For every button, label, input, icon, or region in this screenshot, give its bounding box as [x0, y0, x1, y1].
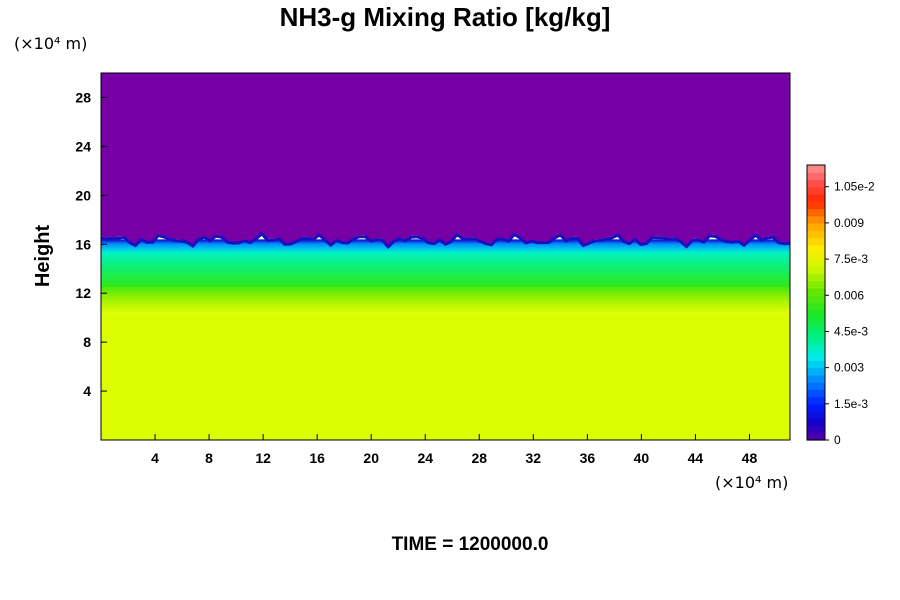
colorbar-band: [807, 367, 825, 376]
x-tick-label: 24: [417, 450, 433, 466]
x-tick-label: 40: [634, 450, 650, 466]
colorbar-band: [807, 186, 825, 195]
colorbar-tick-label: 0.003: [834, 361, 864, 375]
colorbar-band: [807, 266, 825, 275]
y-tick-label: 20: [75, 187, 91, 203]
colorbar-tick-label: 4.5e-3: [834, 324, 868, 338]
x-unit-label: (×10⁴ m): [715, 473, 788, 492]
x-tick-label: 16: [309, 450, 325, 466]
chart-title: NH3-g Mixing Ratio [kg/kg]: [280, 2, 611, 32]
colorbar-band: [807, 215, 825, 224]
colorbar-band: [807, 411, 825, 419]
colorbar-band: [807, 244, 825, 253]
colorbar-band: [807, 403, 825, 412]
colorbar-band: [807, 201, 825, 210]
x-tick-label: 44: [688, 450, 704, 466]
colorbar-frame: [806, 164, 826, 441]
colorbar-band: [807, 288, 825, 296]
colorbar-band: [807, 418, 825, 427]
y-tick-label: 24: [75, 138, 91, 154]
colorbar-band: [807, 230, 825, 238]
colorbar-band: [807, 295, 825, 304]
colorbar-band: [807, 309, 825, 318]
colorbar-band: [807, 353, 825, 361]
colorbar-band: [807, 280, 825, 289]
x-tick-label: 48: [742, 450, 758, 466]
x-tick-label: 32: [526, 450, 542, 466]
colorbar-band: [807, 273, 825, 282]
colorbar-ticks: 0 1.5e-3 0.003 4.5e-3 0.006 7.5e-3 0.009 1.05e-…: [825, 180, 875, 447]
plot-frame: [100, 72, 791, 441]
time-label: TIME = 1200000.0: [392, 534, 549, 555]
colorbar-band: [807, 172, 825, 181]
colorbar-band: [807, 382, 825, 390]
x-tick-label: 28: [471, 450, 487, 466]
y-axis-label: Height: [32, 225, 54, 288]
colorbar-band: [807, 302, 825, 311]
colorbar-band: [807, 208, 825, 217]
x-tick-label: 4: [151, 450, 159, 466]
colorbar-band: [807, 396, 825, 405]
colorbar-band: [807, 179, 825, 188]
colorbar-tick-label: 0.009: [834, 216, 864, 230]
field-band-transition: [101, 285, 790, 313]
x-axis-ticks: 4 8 12 16 20 24 28 32 36 40 44 48: [151, 434, 757, 466]
colorbar-band: [807, 251, 825, 260]
colorbar-band: [807, 338, 825, 347]
colorbar-band: [807, 374, 825, 383]
colorbar-band: [807, 222, 825, 231]
x-tick-label: 36: [580, 450, 596, 466]
colorbar-band: [807, 193, 825, 202]
field-band-upper: [101, 73, 790, 246]
y-axis-ticks: 4 8 12 16 20 24 28: [75, 89, 107, 399]
colorbar-band: [807, 165, 825, 173]
colorbar-band: [807, 237, 825, 246]
colorbar-band: [807, 331, 825, 340]
colorbar-band: [807, 324, 825, 333]
colorbar-tick-label: 7.5e-3: [834, 252, 868, 266]
x-tick-label: 20: [363, 450, 379, 466]
colorbar-bands: [807, 165, 825, 441]
y-tick-label: 4: [83, 383, 91, 399]
y-tick-label: 16: [75, 236, 91, 252]
y-tick-label: 8: [83, 334, 91, 350]
colorbar-band: [807, 389, 825, 398]
field-boundary-fringe: [100, 231, 791, 250]
colorbar-band: [807, 316, 825, 325]
y-tick-label: 12: [75, 285, 91, 301]
field-band-lower: [101, 312, 790, 440]
colorbar-tick-label: 0: [834, 433, 841, 447]
y-tick-label: 28: [75, 89, 91, 105]
x-tick-label: 8: [205, 450, 213, 466]
colorbar-tick-label: 0.006: [834, 288, 864, 302]
colorbar: 0 1.5e-3 0.003 4.5e-3 0.006 7.5e-3 0.009 1.05e-…: [806, 164, 875, 447]
colorbar-band: [807, 259, 825, 267]
field-band-edge: [101, 239, 790, 253]
field-band-middle: [101, 251, 790, 287]
x-tick-label: 12: [255, 450, 271, 466]
mixing-ratio-field: [100, 73, 791, 440]
colorbar-tick-label: 1.05e-2: [834, 180, 875, 194]
colorbar-band: [807, 360, 825, 369]
colorbar-band: [807, 345, 825, 354]
colorbar-band: [807, 432, 825, 441]
y-unit-label: (×10⁴ m): [14, 34, 87, 53]
colorbar-band: [807, 425, 825, 434]
colorbar-tick-label: 1.5e-3: [834, 397, 868, 411]
